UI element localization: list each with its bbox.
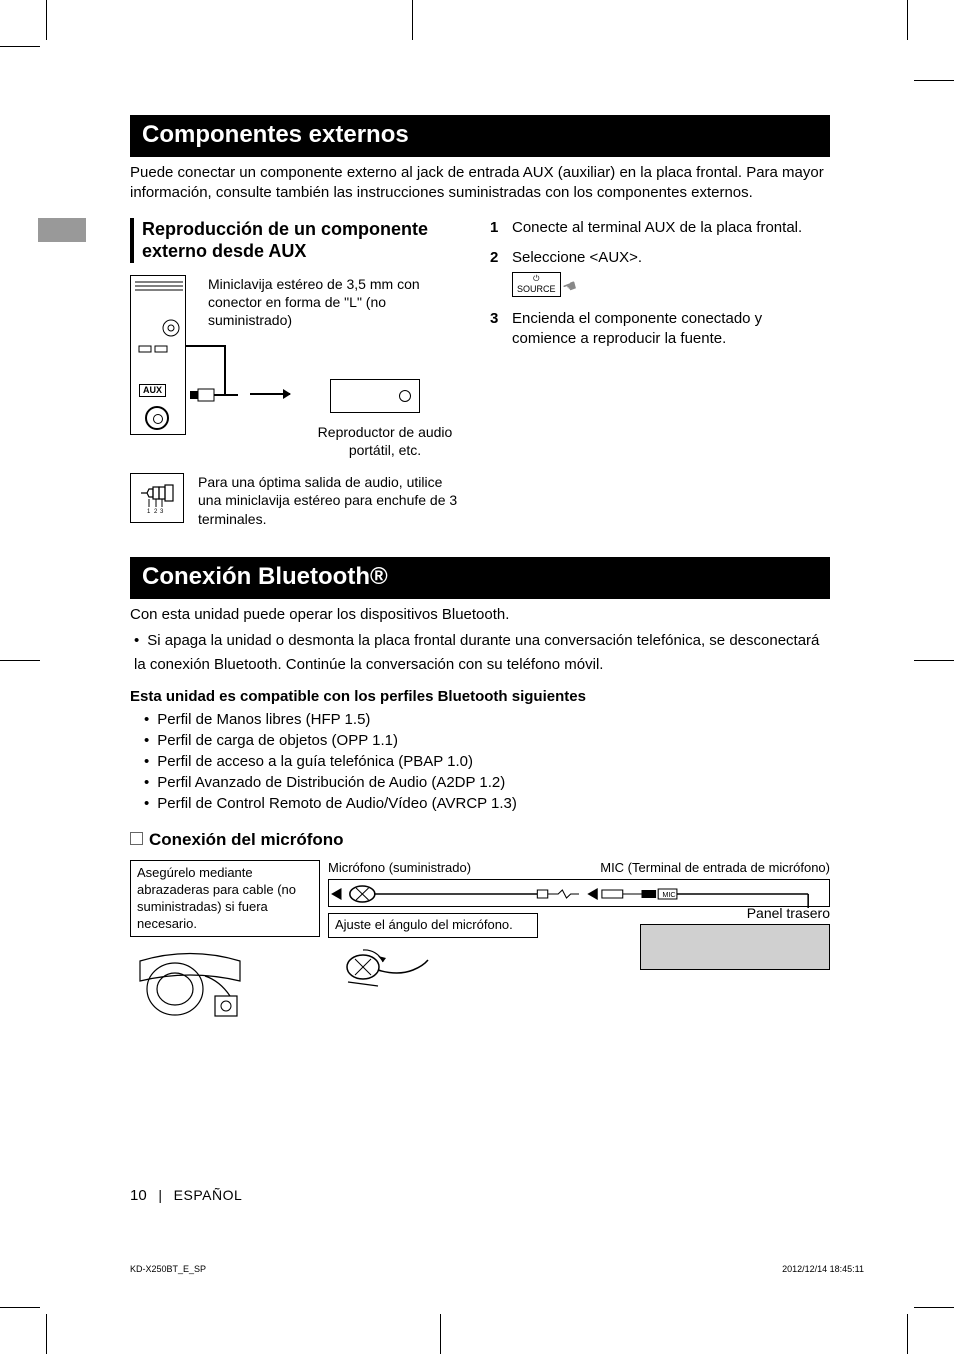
svg-text:1: 1 — [147, 509, 151, 513]
print-timestamp: 2012/12/14 18:45:11 — [782, 1264, 864, 1274]
profile-item: Perfil de Control Remoto de Audio/Vídeo … — [144, 793, 830, 814]
rear-panel: Panel trasero — [640, 904, 830, 970]
right-column: 1 Conecte al terminal AUX de la placa fr… — [490, 218, 830, 530]
section-header-bluetooth: Conexión Bluetooth® — [130, 557, 830, 599]
tip-row: 1 2 3 Para una óptima salida de audio, u… — [130, 473, 460, 530]
dashboard-illustration — [130, 941, 320, 1021]
aux-subheading: Reproducción de un componente externo de… — [130, 218, 460, 263]
profile-item: Perfil de carga de objetos (OPP 1.1) — [144, 730, 830, 751]
profile-item: Perfil Avanzado de Distribución de Audio… — [144, 772, 830, 793]
mic-angle-text: Ajuste el ángulo del micrófono. — [328, 913, 538, 938]
mic-subheading: Conexión del micrófono — [130, 830, 830, 850]
side-tab — [38, 218, 86, 242]
mic-secure-text: Asegúrelo mediante abrazaderas para cabl… — [130, 860, 320, 938]
mic-terminal-label: MIC (Terminal de entrada de micrófono) — [600, 860, 830, 877]
tap-hand-icon: ☚ — [559, 275, 580, 300]
step-2: 2 Seleccione <AUX>. ⏻ SOURCE ☚ — [490, 248, 830, 299]
profiles-heading: Esta unidad es compatible con los perfil… — [130, 688, 830, 705]
player-caption: Reproductor de audio portátil, etc. — [310, 423, 460, 459]
profiles-list: Perfil de Manos libres (HFP 1.5) Perfil … — [130, 709, 830, 814]
bt-note: Si apaga la unidad o desmonta la placa f… — [134, 629, 830, 676]
mic-cable-diagram: MIC — [328, 879, 830, 907]
svg-text:MIC: MIC — [662, 891, 675, 899]
mic-secure-box: Asegúrelo mediante abrazaderas para cabl… — [130, 860, 320, 1022]
aux-jack-icon — [145, 406, 169, 430]
steps-list: 1 Conecte al terminal AUX de la placa fr… — [490, 218, 830, 350]
aux-diagram: AUX Miniclavija estéreo de 3,5 mm con co… — [130, 275, 460, 465]
plug-connector-icon — [190, 387, 250, 403]
section-header-external: Componentes externos — [130, 115, 830, 157]
profile-item: Perfil de Manos libres (HFP 1.5) — [144, 709, 830, 730]
plug-description: Miniclavija estéreo de 3,5 mm con conect… — [208, 275, 428, 330]
aux-panel-illustration: AUX — [130, 275, 186, 435]
page-content: Componentes externos Puede conectar un c… — [130, 115, 830, 1021]
language-label: ESPAÑOL — [174, 1187, 243, 1203]
jack-pinout-icon: 1 2 3 — [130, 473, 184, 523]
aux-port-label: AUX — [139, 384, 166, 398]
doc-id: KD-X250BT_E_SP — [130, 1264, 206, 1274]
bt-note-list: Si apaga la unidad o desmonta la placa f… — [130, 629, 830, 676]
source-button-illustration: ⏻ SOURCE — [512, 272, 561, 297]
profile-item: Perfil de acceso a la guía telefónica (P… — [144, 751, 830, 772]
svg-text:2: 2 — [154, 509, 158, 513]
section2-intro: Con esta unidad puede operar los disposi… — [130, 605, 830, 625]
tip-text: Para una óptima salida de audio, utilice… — [198, 473, 460, 530]
rear-panel-label: Panel trasero — [640, 904, 830, 922]
mic-supplied-label: Micrófono (suministrado) — [328, 860, 471, 877]
mic-angle-illustration — [328, 942, 448, 992]
rear-panel-box — [640, 924, 830, 970]
arrow-right-icon — [250, 393, 290, 395]
left-column: Reproducción de un componente externo de… — [130, 218, 460, 530]
step-3: 3 Encienda el componente conectado y com… — [490, 309, 830, 350]
portable-player-icon — [330, 379, 420, 413]
section1-intro: Puede conectar un componente externo al … — [130, 163, 830, 204]
mic-wiring-box: Micrófono (suministrado) MIC (Terminal d… — [328, 860, 830, 1022]
step-1: 1 Conecte al terminal AUX de la placa fr… — [490, 218, 830, 238]
svg-text:3: 3 — [160, 509, 164, 513]
page-number: 10 — [130, 1187, 147, 1204]
page-footer: 10 | ESPAÑOL — [130, 1187, 242, 1204]
mic-diagram-row: Asegúrelo mediante abrazaderas para cabl… — [130, 860, 830, 1022]
